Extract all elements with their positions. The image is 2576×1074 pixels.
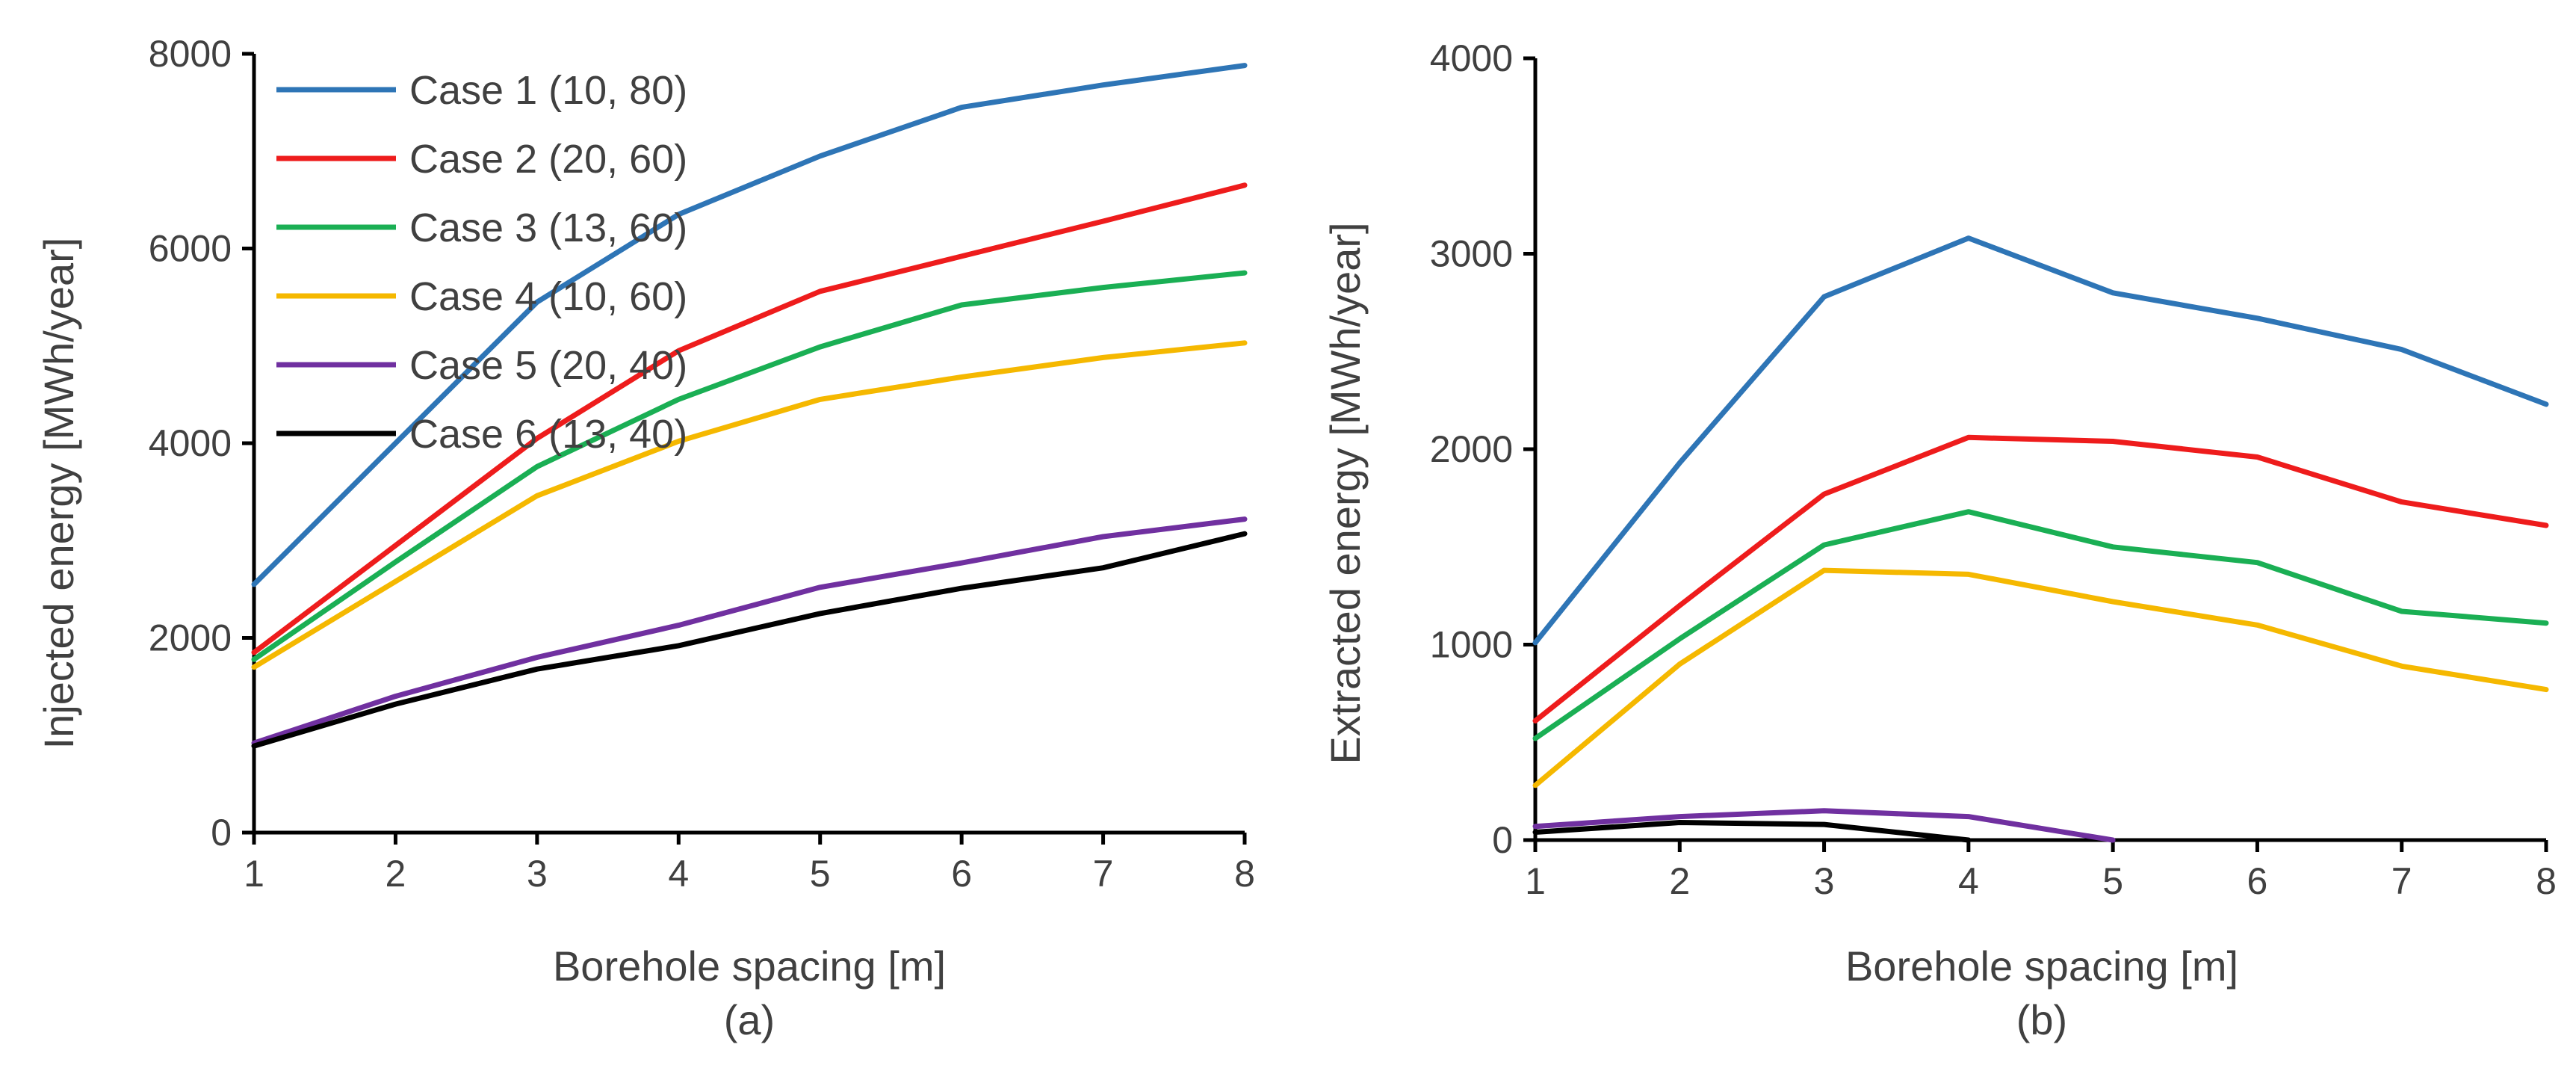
panel-b-series-line-case-4 [1532,567,2549,788]
panel-b-x-tick-label: 1 [1525,860,1546,902]
panel-b-x-tick-label: 3 [1814,860,1835,902]
panel-b-series-line-case-3 [1532,509,2549,741]
panel-a-y-tick-label: 2000 [149,617,232,659]
legend-label-case-2: Case 2 (20, 60) [409,137,687,182]
panel-b-label: (b) [2016,996,2067,1043]
panel-b-x-tick-label: 8 [2536,860,2557,902]
panel-a-y-tick-label: 0 [211,812,232,854]
panel-a-x-tick-label: 1 [244,853,264,895]
panel-a-x-tick-label: 4 [668,853,689,895]
panel-b: Borehole spacing [m] (b) Extracted energ… [1322,37,2557,1043]
panel-a-y-tick-label: 6000 [149,228,232,270]
legend-label-case-4: Case 4 (10, 60) [409,274,687,319]
panel-a-label: (a) [724,996,775,1043]
legend-label-case-3: Case 3 (13, 60) [409,206,687,250]
panel-b-x-tick-label: 5 [2102,860,2123,902]
panel-a-x-tick-label: 6 [951,853,972,895]
panel-a-x-axis-title: Borehole spacing [m] [553,942,946,990]
panel-b-y-tick-label: 3000 [1430,233,1513,275]
panel-b-x-axis-title: Borehole spacing [m] [1845,942,2238,990]
panel-b-x-tick-label: 4 [1958,860,1979,902]
panel-b-y-axis-title: Extracted energy [MWh/year] [1322,222,1369,764]
panel-b-series-line-case-6 [1532,820,1972,843]
panel-a: Borehole spacing [m] (a) Injected energy… [35,33,1255,1043]
panel-b-series-line-case-5 [1532,808,2116,843]
panel-a-x-tick-label: 5 [810,853,831,895]
panel-b-series-line-case-1 [1532,235,2549,646]
panel-a-series-line-case-4 [251,340,1248,670]
panel-a-series-line-case-2 [251,182,1248,655]
panel-a-x-tick-label: 2 [386,853,406,895]
panel-a-y-axis-title: Injected energy [MWh/year] [35,238,82,750]
panel-a-series-line-case-6 [251,531,1248,749]
panel-b-y-tick-label: 0 [1492,819,1513,861]
panel-a-y-tick-label: 8000 [149,33,232,75]
panel-a-x-tick-label: 8 [1234,853,1255,895]
panel-b-series-line-case-2 [1532,434,2549,723]
panel-a-x-tick-label: 3 [527,853,548,895]
legend-label-case-5: Case 5 (20, 40) [409,343,687,388]
legend-label-case-1: Case 1 (10, 80) [409,68,687,113]
panel-b-x-tick-label: 6 [2247,860,2268,902]
panel-b-x-tick-label: 7 [2391,860,2412,902]
panel-b-x-tick-label: 2 [1669,860,1690,902]
panel-a-series-line-case-5 [251,516,1248,746]
panel-b-y-tick-label: 1000 [1430,624,1513,666]
panel-a-series-line-case-1 [251,63,1248,587]
panel-a-series-line-case-3 [251,270,1248,662]
legend-label-case-6: Case 6 (13, 40) [409,412,687,457]
panel-a-legend: Case 1 (10, 80) Case 2 (20, 60) Case 3 (13… [276,68,687,457]
panel-b-y-tick-label: 2000 [1430,428,1513,470]
panel-a-x-tick-label: 7 [1093,853,1114,895]
panel-b-y-tick-label: 4000 [1430,37,1513,79]
panel-a-y-tick-label: 4000 [149,422,232,464]
